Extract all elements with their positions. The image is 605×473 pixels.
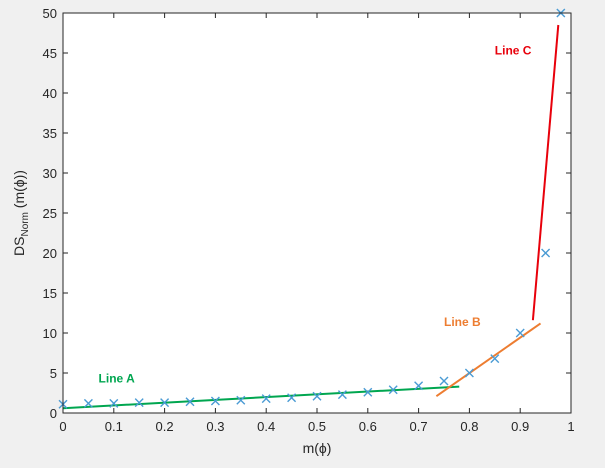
y-tick-label: 5	[50, 366, 57, 381]
line-label-line-b: Line B	[444, 315, 481, 329]
x-tick-label: 0.4	[257, 419, 275, 434]
x-tick-label: 0	[59, 419, 66, 434]
data-point-marker	[261, 394, 271, 404]
y-tick-label: 0	[50, 406, 57, 421]
data-point-marker	[210, 396, 220, 406]
data-point-marker	[337, 390, 347, 400]
data-point-marker	[109, 398, 119, 408]
data-point-marker	[439, 376, 449, 386]
data-point-marker	[236, 395, 246, 405]
x-tick-label: 0.8	[460, 419, 478, 434]
data-point-marker	[83, 398, 93, 408]
x-tick-label: 0.6	[359, 419, 377, 434]
chart-labels: Line A Line B Line C m(ϕ) DSNorm (m(ϕ))	[11, 44, 532, 456]
x-tick-label: 0.5	[308, 419, 326, 434]
y-tick-label: 40	[43, 86, 57, 101]
x-axis-label: m(ϕ)	[303, 440, 332, 456]
fit-line-line-c	[531, 24, 560, 321]
y-tick-label: 45	[43, 46, 57, 61]
data-point-marker	[287, 393, 297, 403]
data-point-marker	[363, 387, 373, 397]
data-point-marker	[185, 397, 195, 407]
x-tick-label: 0.1	[105, 419, 123, 434]
y-tick-label: 25	[43, 206, 57, 221]
plot-content	[58, 8, 566, 410]
y-tick-label: 30	[43, 166, 57, 181]
data-point-marker	[388, 385, 398, 395]
data-point-marker	[312, 391, 322, 401]
x-tick-label: 1	[567, 419, 574, 434]
x-tick-label: 0.2	[156, 419, 174, 434]
y-tick-label: 15	[43, 286, 57, 301]
y-tick-label: 50	[43, 6, 57, 21]
plot-area	[63, 13, 571, 413]
data-point-marker	[541, 248, 551, 258]
data-point-marker	[134, 398, 144, 408]
data-point-marker	[515, 328, 525, 338]
line-label-line-c: Line C	[495, 44, 532, 58]
x-tick-label: 0.7	[410, 419, 428, 434]
line-label-line-a: Line A	[99, 372, 136, 386]
data-point-marker	[414, 381, 424, 391]
x-tick-label: 0.3	[206, 419, 224, 434]
data-point-marker	[160, 398, 170, 408]
y-tick-label: 35	[43, 126, 57, 141]
y-tick-label: 10	[43, 326, 57, 341]
axis-ticks: 0 0.1 0.2 0.3 0.4 0.5 0.6 0.7 0.8 0.9 105101520253…	[43, 6, 575, 434]
x-tick-label: 0.9	[511, 419, 529, 434]
data-point-marker	[464, 368, 474, 378]
data-point-marker	[490, 354, 500, 364]
y-tick-label: 20	[43, 246, 57, 261]
y-axis-label: DSNorm (m(ϕ))	[11, 170, 31, 256]
